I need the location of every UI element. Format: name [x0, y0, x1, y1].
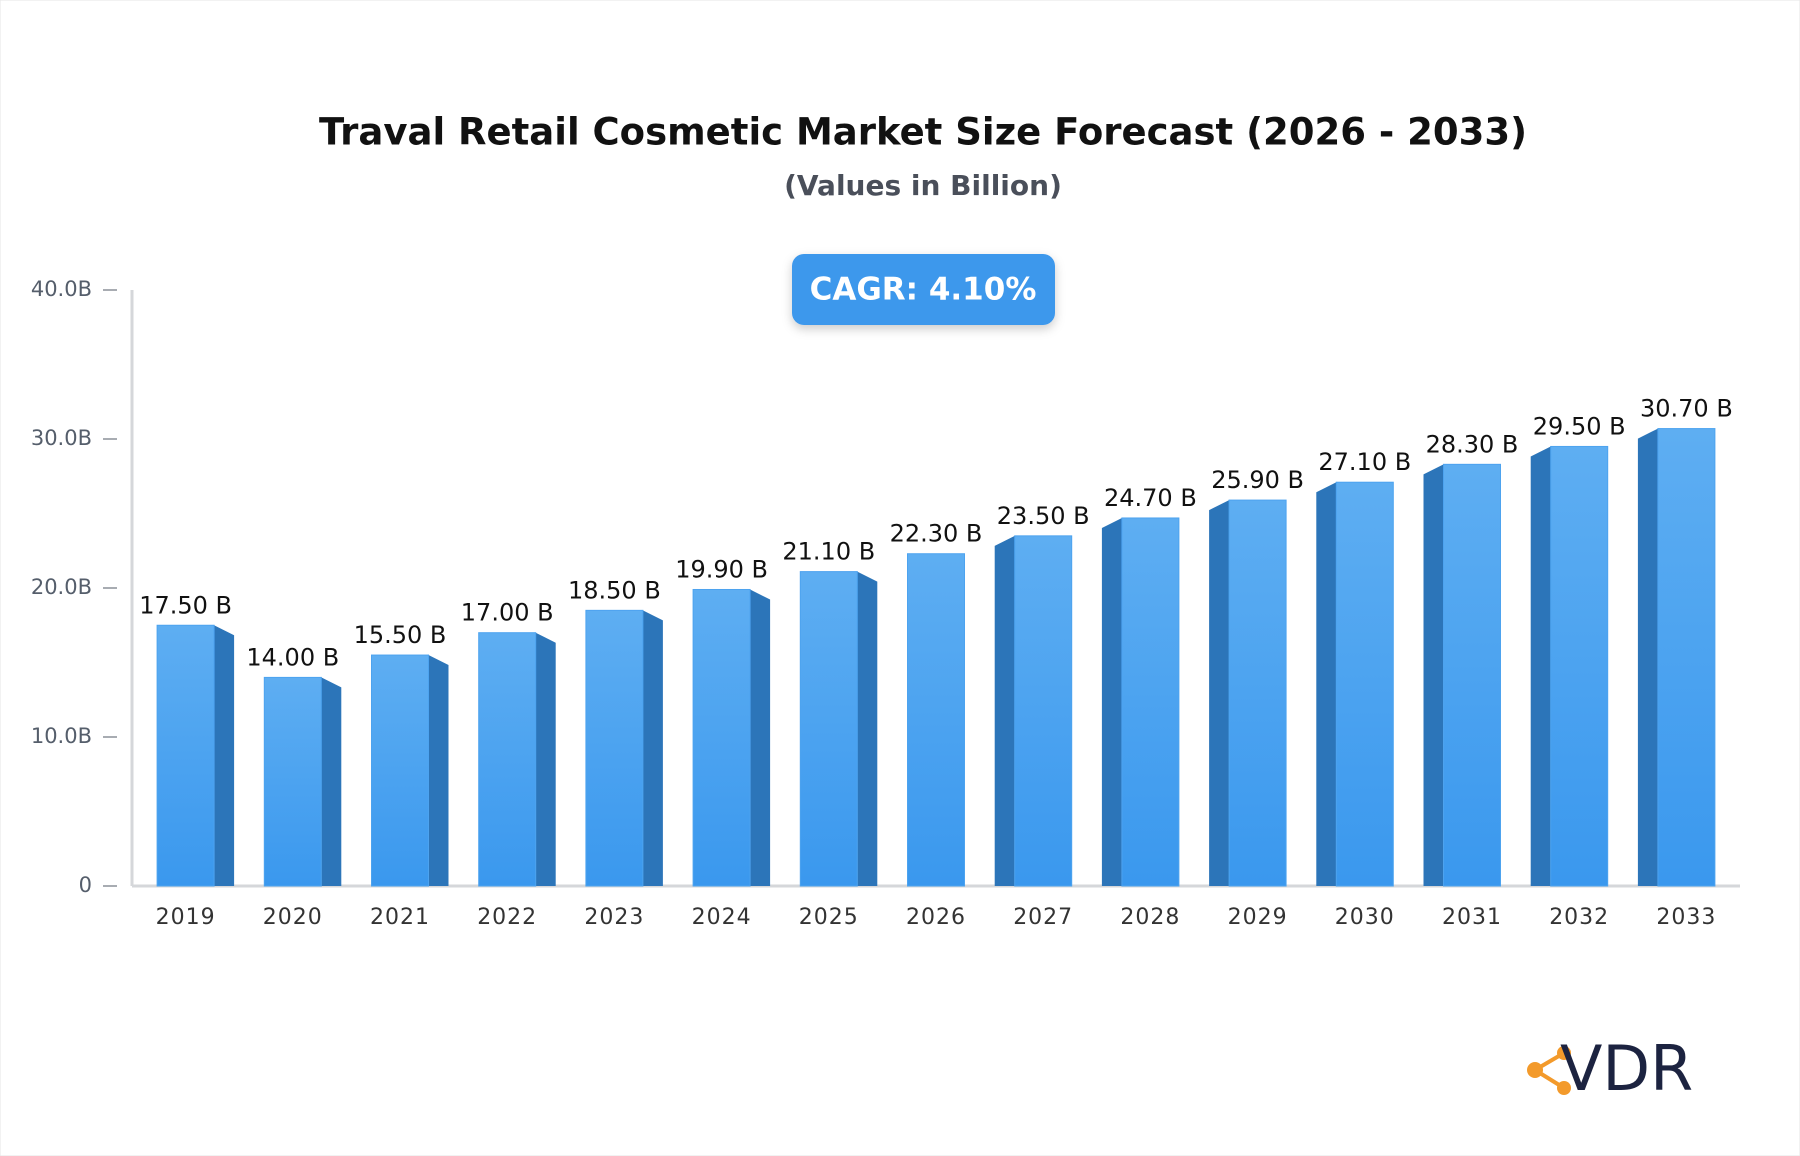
x-tick-label: 2019: [156, 905, 216, 930]
x-tick-label: 2023: [584, 905, 644, 930]
bar-side: [428, 655, 449, 886]
value-label: 18.50 B: [568, 576, 661, 604]
value-label: 27.10 B: [1318, 448, 1411, 476]
bar: [907, 553, 965, 887]
y-tick-label: 20.0B: [31, 575, 92, 599]
value-label: 23.50 B: [997, 502, 1090, 530]
x-tick-label: 2020: [263, 905, 323, 930]
value-label: 24.70 B: [1104, 484, 1197, 512]
value-label: 15.50 B: [354, 621, 447, 649]
bar-side: [642, 610, 663, 886]
bar: [1443, 463, 1501, 887]
logo-icon: [1527, 1062, 1543, 1078]
logo: VDR: [1527, 1032, 1693, 1105]
value-label: 17.50 B: [139, 591, 232, 619]
bar-side: [1316, 482, 1337, 886]
bar: [1014, 535, 1073, 887]
value-label: 30.70 B: [1640, 395, 1733, 423]
value-label: 19.90 B: [675, 555, 768, 583]
bar: [1228, 499, 1287, 887]
y-tick-label: 10.0B: [31, 724, 92, 748]
y-tick-label: 30.0B: [31, 426, 92, 450]
x-tick-label: 2025: [799, 905, 859, 930]
bar-side: [994, 535, 1015, 886]
x-tick-label: 2027: [1013, 905, 1073, 930]
bar-side: [1101, 517, 1122, 886]
bar-side: [1637, 428, 1658, 886]
value-label: 17.00 B: [461, 599, 554, 627]
cagr-text: CAGR: 4.10%: [810, 272, 1037, 308]
bar: [478, 632, 537, 887]
value-label: 28.30 B: [1426, 430, 1519, 458]
value-label: 14.00 B: [246, 643, 339, 671]
value-label: 29.50 B: [1533, 412, 1626, 440]
x-tick-label: 2029: [1228, 905, 1288, 930]
bar-side: [1423, 464, 1444, 886]
bar-side: [1530, 446, 1551, 886]
x-tick-label: 2022: [477, 905, 537, 930]
bar: [585, 609, 644, 887]
bar-side: [535, 632, 556, 886]
cagr-badge: [792, 254, 1055, 325]
x-tick-label: 2021: [370, 905, 430, 930]
bar: [1335, 481, 1394, 887]
chart-title: Traval Retail Cosmetic Market Size Forec…: [319, 111, 1527, 154]
x-tick-label: 2033: [1656, 905, 1716, 930]
x-tick-label: 2032: [1549, 905, 1609, 930]
bar-side: [1209, 500, 1230, 886]
x-tick-label: 2024: [692, 905, 752, 930]
logo-text: VDR: [1560, 1032, 1693, 1105]
chart-subtitle: (Values in Billion): [784, 169, 1062, 202]
x-tick-label: 2031: [1442, 905, 1502, 930]
bar-side: [214, 625, 235, 886]
value-label: 22.30 B: [890, 520, 983, 548]
x-tick-label: 2028: [1120, 905, 1180, 930]
bar: [263, 676, 322, 887]
bar-side: [750, 589, 771, 886]
logo-icon: [1557, 1081, 1571, 1095]
bar: [1121, 517, 1180, 887]
bar: [156, 624, 215, 887]
logo-icon: [1557, 1046, 1571, 1060]
bar: [1657, 428, 1716, 887]
value-label: 25.90 B: [1211, 466, 1304, 494]
x-tick-label: 2026: [906, 905, 966, 930]
bar: [1550, 445, 1609, 887]
y-tick-label: 40.0B: [31, 277, 92, 301]
value-label: 21.10 B: [782, 538, 875, 566]
bar-side: [321, 677, 342, 886]
bar: [692, 588, 751, 887]
x-tick-label: 2030: [1335, 905, 1395, 930]
bar: [371, 654, 429, 887]
bar: [799, 571, 858, 887]
y-tick-label: 0: [79, 873, 92, 897]
bar-side: [857, 571, 878, 886]
